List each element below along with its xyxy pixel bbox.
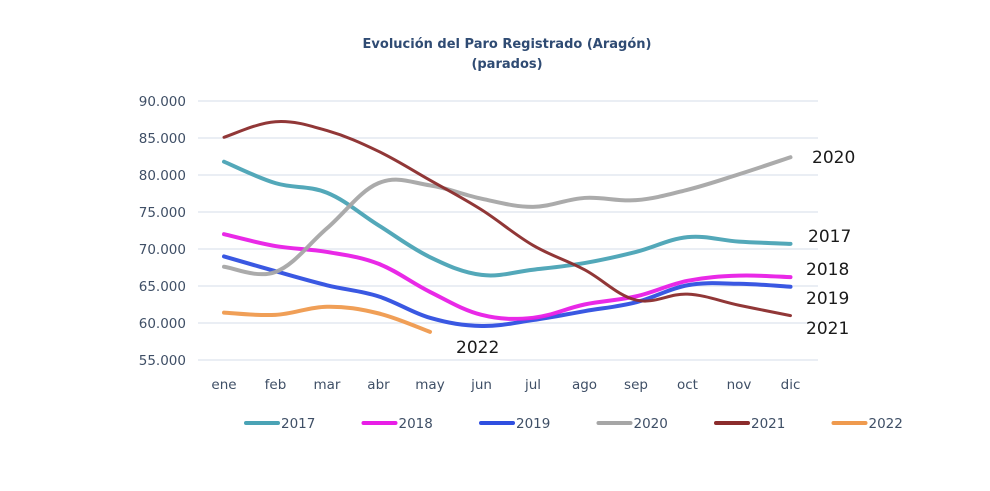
end-label-2017: 2017 — [808, 227, 851, 247]
series-line-2021 — [222, 120, 792, 318]
x-tick-label-mar: mar — [314, 377, 341, 393]
legend-label-2017: 2017 — [281, 416, 315, 432]
legend-item-2020: 2020 — [596, 416, 668, 432]
series-lines — [222, 120, 793, 334]
y-tick-label: 80.000 — [139, 168, 186, 184]
x-tick-label-jul: jul — [524, 377, 541, 393]
legend: 2017 2018 2019 2020 2021 2022 — [244, 416, 903, 432]
y-tick-label: 75.000 — [139, 205, 186, 221]
series-line-2020 — [222, 155, 793, 277]
x-tick-label-ago: ago — [572, 377, 597, 393]
legend-label-2018: 2018 — [399, 416, 433, 432]
legend-label-2021: 2021 — [751, 416, 785, 432]
legend-item-2017: 2017 — [244, 416, 315, 432]
series-line-2019 — [222, 254, 793, 328]
y-tick-label: 70.000 — [139, 242, 186, 258]
series-line-2018 — [222, 232, 793, 321]
y-tick-label: 85.000 — [139, 131, 186, 147]
x-axis: ene feb mar abr may jun jul ago sep oct nov dic — [211, 377, 800, 393]
legend-label-2020: 2020 — [634, 416, 668, 432]
y-tick-label: 55.000 — [139, 353, 186, 369]
legend-item-2018: 2018 — [361, 416, 433, 432]
end-label-2021: 2021 — [806, 319, 849, 339]
chart-subtitle: (parados) — [471, 57, 542, 72]
x-tick-label-abr: abr — [367, 377, 390, 393]
y-tick-label: 65.000 — [139, 279, 186, 295]
x-tick-label-feb: feb — [265, 377, 287, 393]
x-tick-label-oct: oct — [677, 377, 698, 393]
x-tick-label-jun: jun — [470, 377, 492, 393]
x-tick-label-dic: dic — [781, 377, 801, 393]
series-end-labels: 2017 2018 2019 2020 2021 2022 — [456, 148, 855, 358]
series-line-2017 — [222, 159, 793, 278]
legend-label-2022: 2022 — [869, 416, 903, 432]
series-line-2022 — [222, 304, 432, 334]
x-tick-label-ene: ene — [211, 377, 236, 393]
y-axis: 55.000 60.000 65.000 70.000 75.000 80.000 85.0… — [139, 94, 186, 369]
legend-item-2019: 2019 — [479, 416, 550, 432]
x-tick-label-may: may — [415, 377, 444, 393]
gridlines — [198, 100, 818, 361]
x-tick-label-sep: sep — [624, 377, 648, 393]
end-label-2018: 2018 — [806, 260, 849, 280]
end-label-2020: 2020 — [812, 148, 855, 168]
x-tick-label-nov: nov — [727, 377, 752, 393]
y-tick-label: 60.000 — [139, 316, 186, 332]
end-label-2022: 2022 — [456, 338, 499, 358]
legend-label-2019: 2019 — [516, 416, 550, 432]
y-tick-label: 90.000 — [139, 94, 186, 110]
legend-item-2022: 2022 — [831, 416, 903, 432]
end-label-2019: 2019 — [806, 289, 849, 309]
legend-item-2021: 2021 — [714, 416, 785, 432]
chart-title: Evolución del Paro Registrado (Aragón) — [363, 37, 652, 52]
